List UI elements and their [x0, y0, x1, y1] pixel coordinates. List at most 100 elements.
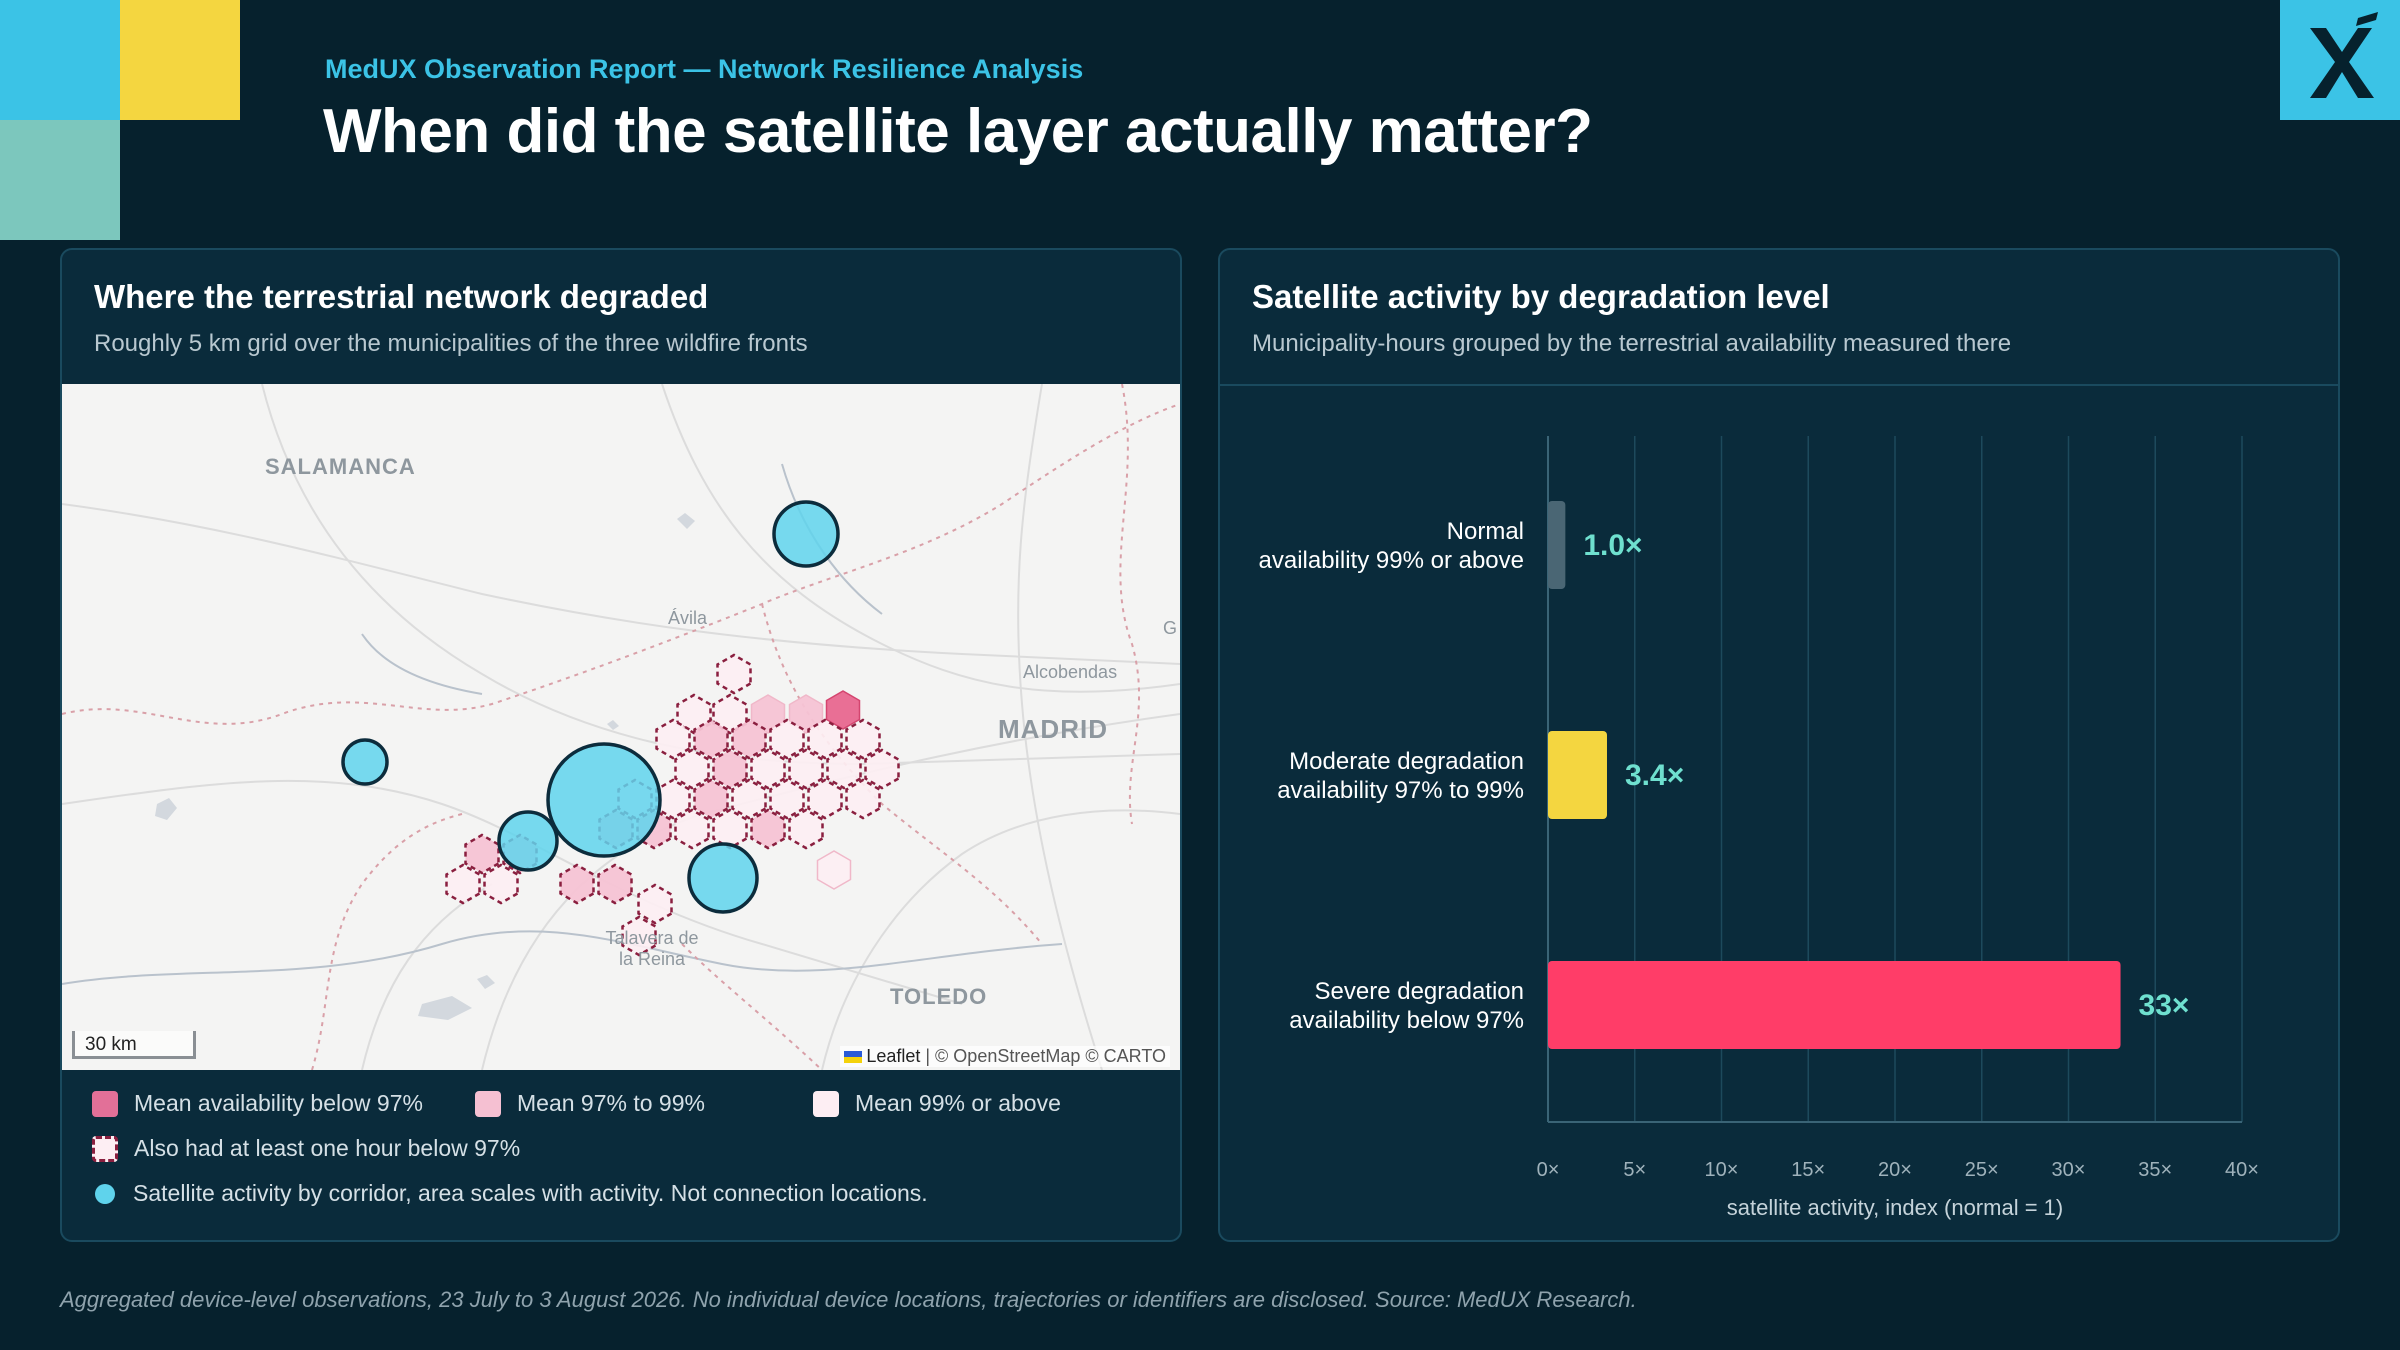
map-hex-cell[interactable]	[731, 778, 767, 820]
map-hex-cell[interactable]	[716, 653, 752, 695]
x-tick-label: 20×	[1878, 1159, 1912, 1181]
map-label-talavera-line2: la Reina	[618, 949, 686, 969]
map-hex-cell[interactable]	[655, 718, 691, 760]
page-title: When did the satellite layer actually ma…	[323, 97, 1593, 166]
x-tick-label: 5×	[1623, 1159, 1646, 1181]
footer-note: Aggregated device-level observations, 23…	[60, 1287, 1637, 1312]
map-panel-subtitle: Roughly 5 km grid over the municipalitie…	[94, 330, 808, 357]
map-hex-cell[interactable]	[807, 718, 843, 760]
satellite-activity-circle[interactable]	[341, 738, 389, 786]
map-hex-cell[interactable]	[750, 748, 786, 790]
bar-value-label: 3.4×	[1625, 759, 1684, 792]
category-label: Moderate degradation	[1289, 748, 1524, 775]
map-hex-cell[interactable]	[693, 778, 729, 820]
map-hex-cell[interactable]	[845, 778, 881, 820]
map-hex-cell[interactable]	[769, 718, 805, 760]
map-hex-cell[interactable]	[750, 694, 786, 734]
map-hex-cell[interactable]	[674, 808, 710, 850]
satellite-activity-circle[interactable]	[546, 742, 662, 858]
map-label-avila: Ávila	[668, 608, 708, 628]
chart-panel-header: Satellite activity by degradation level …	[1220, 250, 2338, 386]
x-tick-label: 15×	[1791, 1159, 1825, 1181]
medux-logo-icon	[2280, 0, 2400, 120]
bar[interactable]	[1548, 731, 1607, 819]
legend-label-above-99: Mean 99% or above	[855, 1090, 1061, 1116]
legend-item-97-99: Mean 97% to 99%	[475, 1090, 705, 1117]
decor-block-yellow	[120, 0, 240, 120]
map-hex-cell[interactable]	[621, 915, 657, 957]
report-eyebrow: MedUX Observation Report — Network Resil…	[325, 54, 1084, 84]
legend-item-below-97: Mean availability below 97%	[92, 1090, 423, 1117]
map-label-madrid: MADRID	[998, 714, 1108, 744]
map-hex-cell[interactable]	[597, 863, 633, 905]
map-attribution[interactable]: Leaflet | © OpenStreetMap © CARTO	[840, 1046, 1170, 1067]
bar-chart-svg: 0× 5× 10× 15× 20× 25× 30× 35× 40×1.0×Normalavail…	[1259, 436, 2259, 1220]
x-tick-label: 30×	[2052, 1159, 2086, 1181]
map-hex-cell[interactable]	[676, 693, 712, 735]
map-hex-cell[interactable]	[825, 690, 861, 730]
ukraine-flag-icon	[844, 1051, 863, 1064]
map-hex-cell[interactable]	[637, 883, 673, 925]
map-hex-cell[interactable]	[807, 778, 843, 820]
legend-item-satellite: Satellite activity by corridor, area sca…	[92, 1180, 928, 1207]
map-label-talavera-line1: Talavera de	[605, 928, 699, 948]
x-tick-label: 25×	[1965, 1159, 1999, 1181]
map-hex-cell[interactable]	[483, 863, 519, 905]
leaflet-link[interactable]: Leaflet	[866, 1046, 921, 1066]
attribution-text: | © OpenStreetMap © CARTO	[920, 1046, 1166, 1066]
map-panel-title: Where the terrestrial network degraded	[94, 278, 709, 315]
decor-block-cyan	[0, 0, 120, 120]
x-axis-title: satellite activity, index (normal = 1)	[1727, 1195, 2063, 1220]
map-hex-cell[interactable]	[788, 748, 824, 790]
map-hex-cell[interactable]	[826, 748, 862, 790]
map-hex-cell[interactable]	[769, 778, 805, 820]
map-hex-cell[interactable]	[845, 718, 881, 760]
category-label: availability 99% or above	[1259, 547, 1525, 574]
map-hex-cell[interactable]	[712, 748, 748, 790]
map-hex-cell[interactable]	[712, 808, 748, 850]
legend-satellite-dot-icon	[95, 1183, 115, 1204]
category-label: Severe degradation	[1315, 978, 1524, 1005]
legend-swatch-light-pink	[813, 1090, 839, 1117]
satellite-activity-circle[interactable]	[772, 500, 840, 568]
map-label-talavera: Talavera de la Reina	[590, 928, 714, 970]
satellite-activity-circle[interactable]	[687, 842, 759, 914]
map-label-toledo: TOLEDO	[890, 984, 988, 1009]
chart-panel-subtitle: Municipality-hours grouped by the terres…	[1252, 330, 2012, 357]
degradation-map[interactable]: SALAMANCA Ávila Alcobendas MADRID G Tala…	[62, 384, 1180, 1070]
map-hex-cell[interactable]	[750, 808, 786, 850]
legend-item-dashed: Also had at least one hour below 97%	[92, 1135, 520, 1162]
legend-label-below-97: Mean availability below 97%	[134, 1090, 423, 1116]
map-hex-cell[interactable]	[788, 694, 824, 734]
satellite-activity-circle[interactable]	[497, 810, 559, 872]
x-tick-label: 0×	[1537, 1159, 1560, 1181]
legend-label-dashed: Also had at least one hour below 97%	[134, 1135, 521, 1161]
category-label: Normal	[1447, 518, 1524, 545]
chart-panel: Satellite activity by degradation level …	[1218, 248, 2340, 1242]
map-hex-cell[interactable]	[816, 850, 852, 890]
map-hex-cell[interactable]	[712, 693, 748, 735]
category-label: availability below 97%	[1289, 1007, 1524, 1034]
bar[interactable]	[1548, 501, 1566, 589]
map-hex-cell[interactable]	[445, 863, 481, 905]
bar[interactable]	[1548, 961, 2121, 1049]
x-tick-label: 35×	[2138, 1159, 2172, 1181]
map-panel-header: Where the terrestrial network degraded R…	[62, 250, 1180, 386]
map-hex-cell[interactable]	[864, 748, 900, 790]
map-hex-cell[interactable]	[559, 863, 595, 905]
map-hex-cell[interactable]	[788, 808, 824, 850]
map-hex-cell[interactable]	[464, 833, 500, 875]
map-hex-cell[interactable]	[731, 718, 767, 760]
map-panel: Where the terrestrial network degraded R…	[60, 248, 1182, 1242]
map-label-salamanca: SALAMANCA	[265, 454, 416, 479]
legend-swatch-dashed	[92, 1135, 118, 1162]
legend-item-above-99: Mean 99% or above	[813, 1090, 1061, 1117]
legend-label-satellite: Satellite activity by corridor, area sca…	[133, 1180, 928, 1206]
bar-value-label: 33×	[2139, 989, 2190, 1022]
map-canvas	[62, 384, 1180, 1070]
map-hex-cell[interactable]	[674, 748, 710, 790]
map-hex-cell[interactable]	[693, 718, 729, 760]
bar-value-label: 1.0×	[1583, 529, 1642, 562]
bar-chart: 0× 5× 10× 15× 20× 25× 30× 35× 40× 1.0× Normal avail…	[1220, 384, 2338, 1240]
x-tick-label: 40×	[2225, 1159, 2259, 1181]
